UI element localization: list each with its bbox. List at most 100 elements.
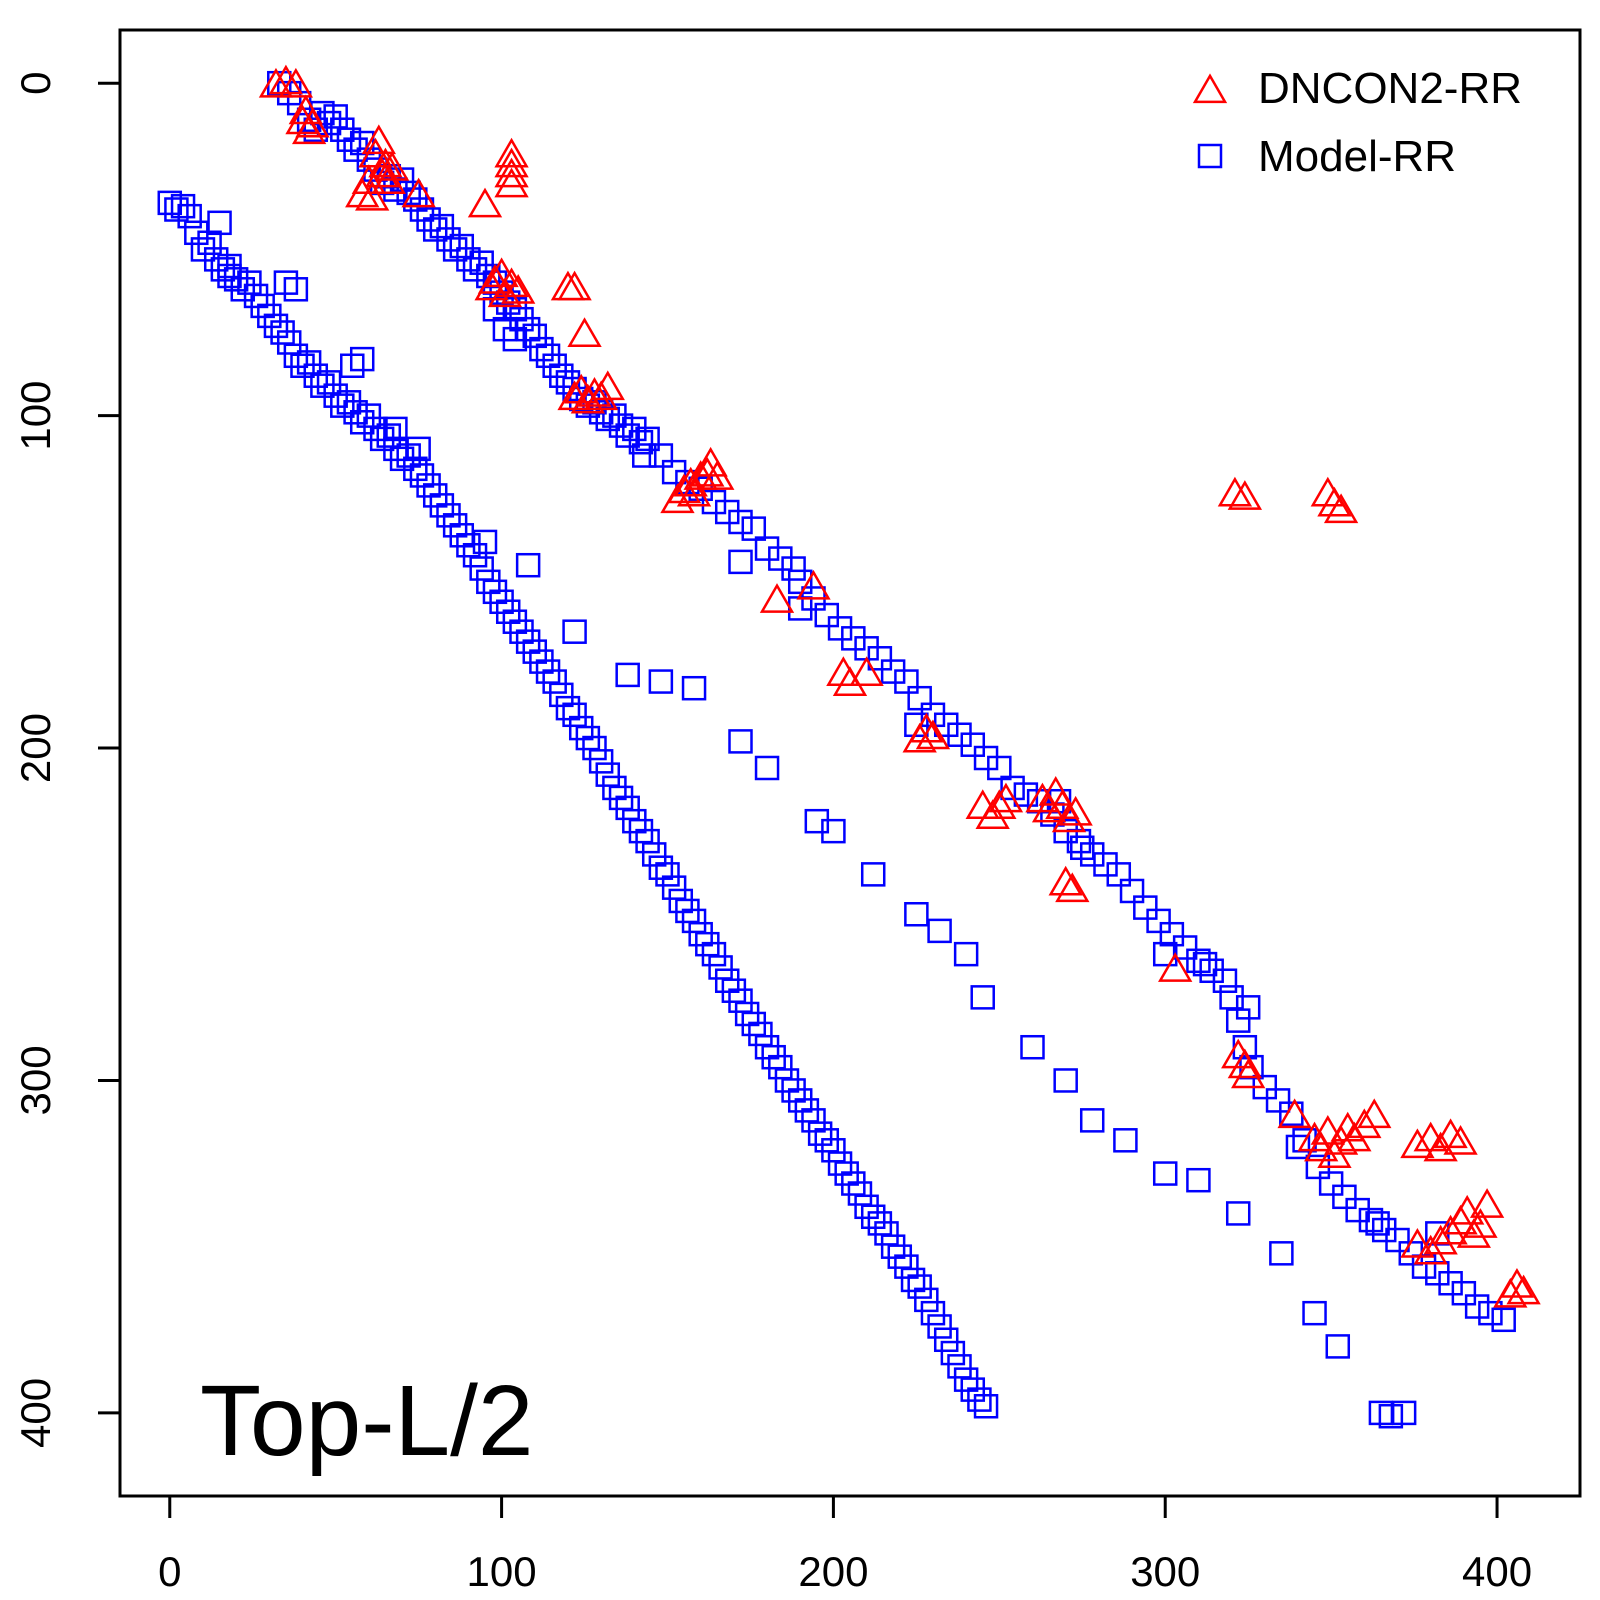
legend: DNCON2-RR Model-RR [1192,64,1522,181]
y-tick-label: 0 [12,72,59,95]
data-point-square [429,213,455,239]
data-point-square [1020,1034,1045,1060]
data-point-square [821,1138,846,1163]
data-point-triangle [915,719,951,750]
data-point-square [1106,862,1132,887]
data-point-triangle [1031,792,1067,823]
data-point-triangle [1231,1058,1266,1089]
data-point-square [728,509,753,535]
series-model-rr [157,70,1516,1429]
data-point-triangle [494,137,529,168]
x-tick-label: 300 [1130,1548,1200,1595]
data-point-square [874,1221,899,1246]
data-point-square [376,423,402,448]
y-tick-label: 300 [12,1045,59,1115]
data-point-square [549,682,574,708]
data-point-square [562,702,587,728]
data-point-triangle [676,476,712,507]
data-point-triangle [1048,865,1083,896]
data-point-square [701,941,727,967]
legend-square-icon [1197,143,1223,169]
data-point-triangle [494,147,529,178]
data-point-triangle [1158,952,1193,982]
data-point-square [628,429,654,455]
data-point-triangle [494,157,529,188]
data-point-square [927,1314,952,1339]
data-point-triangle [1317,486,1352,517]
data-point-square [1235,995,1261,1020]
data-point-triangle [673,466,708,497]
data-point-square [728,988,753,1013]
data-point-square [894,669,919,694]
data-point-triangle [361,124,396,155]
data-point-square [781,556,806,581]
data-point-triangle [401,177,436,208]
data-point-square [904,902,929,927]
data-point-square [1332,1184,1357,1210]
data-point-square [860,1204,886,1230]
data-point-square [907,1274,932,1299]
data-point-square [1133,895,1158,920]
data-point-square [316,370,342,395]
data-point-square [821,818,846,844]
data-point-square [582,735,607,761]
data-point-square [1212,968,1238,993]
data-point-square [1378,1403,1404,1429]
data-point-square [230,277,256,302]
data-point-triangle [374,150,410,181]
plot-frame [118,28,1582,1498]
data-point-triangle [1217,476,1253,507]
data-point-square [164,197,189,222]
y-axis: 0 100 200 300 400 [12,72,122,1448]
data-point-square [807,1121,833,1146]
x-tick-label: 200 [798,1548,868,1595]
data-point-square [529,336,554,362]
data-point-square [615,662,640,688]
data-point-square [1152,1161,1178,1186]
data-point-square [157,190,183,216]
data-point-triangle [988,782,1024,813]
data-point-square [1451,1280,1477,1306]
data-points [157,64,1541,1429]
data-point-triangle [278,67,314,98]
data-point-square [641,842,667,867]
data-point-square [814,602,840,628]
x-tick-label: 400 [1462,1548,1532,1595]
data-point-triangle [1499,1267,1535,1298]
data-point-square [1302,1300,1327,1326]
data-point-triangle [759,583,795,613]
data-point-square [515,552,541,578]
data-point-triangle [364,157,400,188]
data-point-triangle [577,377,612,407]
data-point-square [1491,1307,1516,1333]
data-point-square [648,855,674,880]
data-point-square [655,862,680,887]
data-point-square [522,323,548,349]
data-point-square [953,941,979,967]
x-tick-label: 100 [467,1548,537,1595]
data-point-square [403,456,428,482]
x-tick-label: 0 [158,1548,181,1595]
data-point-triangle [690,456,725,487]
data-point-triangle [1227,1048,1263,1079]
data-point-square [847,1181,873,1206]
y-tick-label: 400 [12,1378,59,1448]
data-point-triangle [796,569,831,600]
data-point-square [973,1393,999,1419]
data-point-square [1325,1334,1351,1359]
data-point-triangle [832,666,868,697]
data-point-square [1478,1300,1503,1326]
data-point-triangle [1443,1125,1478,1155]
data-point-square [920,1300,946,1326]
data-point-square [1318,1171,1344,1196]
data-point-square [296,350,322,375]
data-point-square [648,669,674,694]
data-point-square [967,1387,992,1412]
data-point-square [900,1267,926,1293]
series-dncon2-rr [258,64,1541,1308]
data-point-square [1265,1088,1291,1113]
data-point-triangle [849,656,884,687]
data-point-square [681,675,707,701]
data-point-triangle [1413,1234,1448,1265]
data-point-square [1186,1167,1211,1193]
